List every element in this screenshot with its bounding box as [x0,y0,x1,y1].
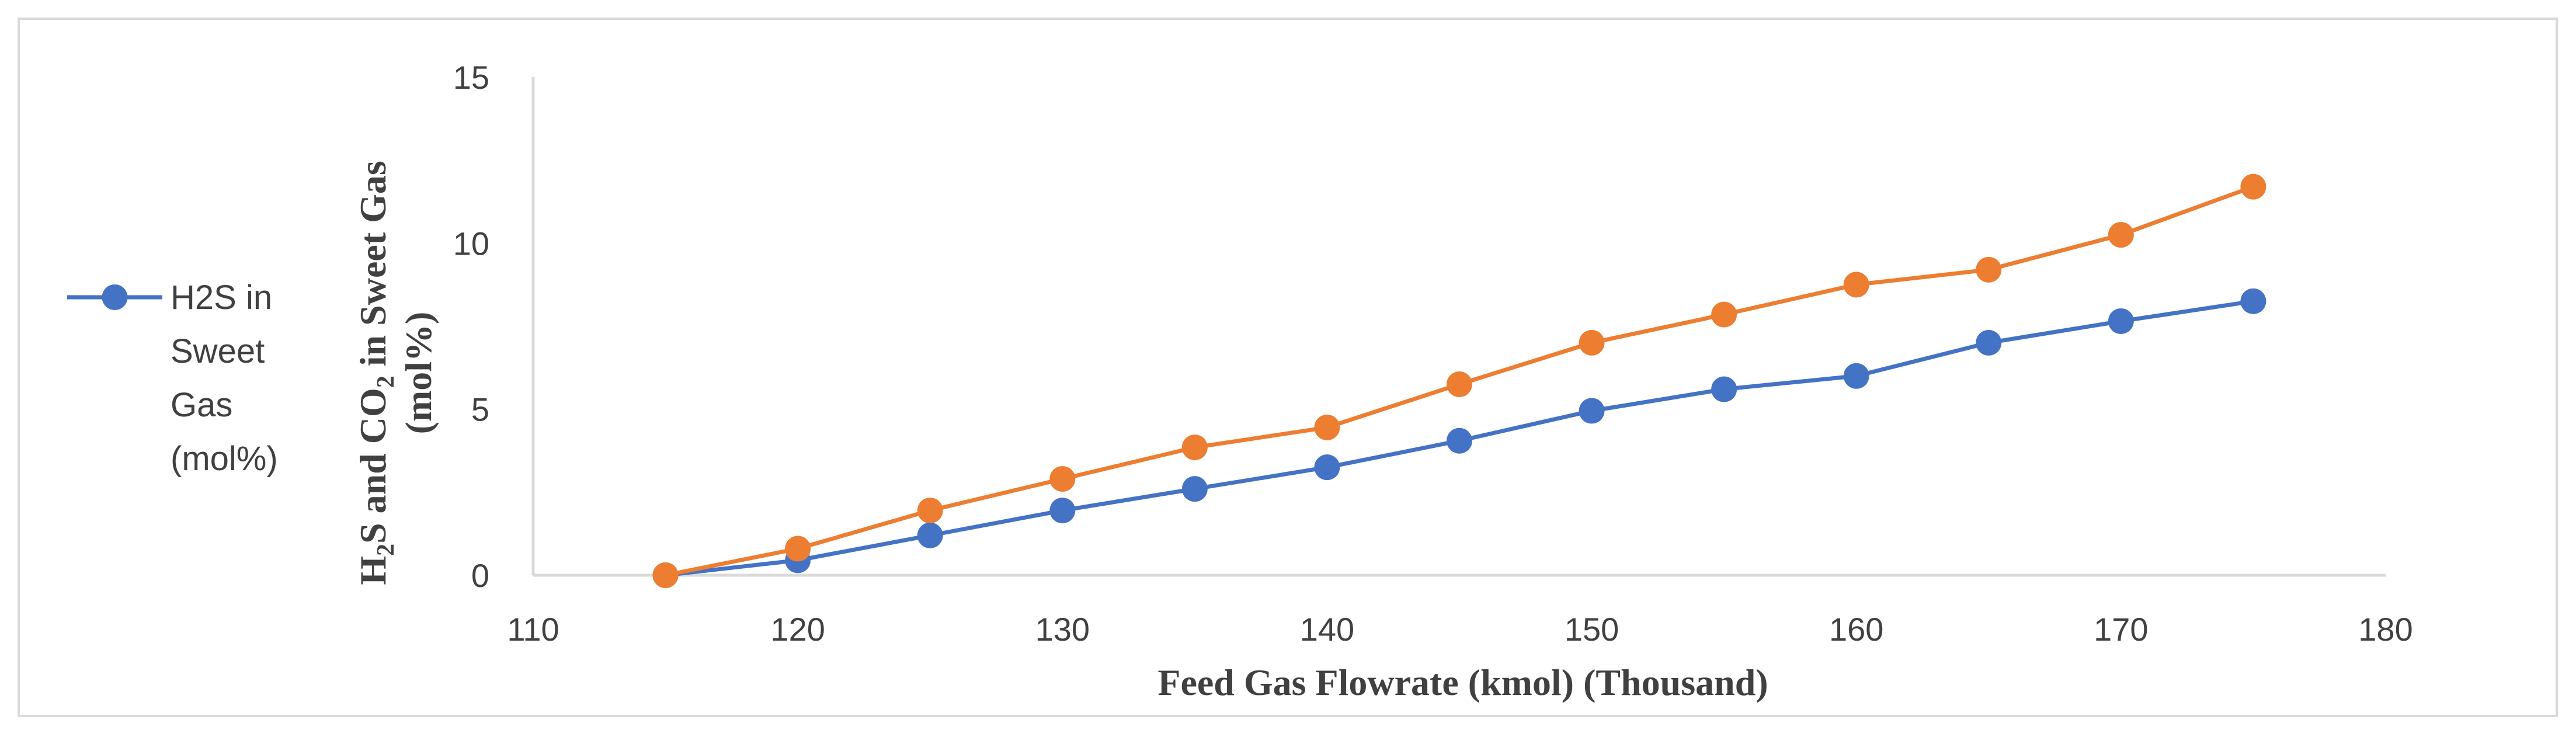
data-point [1181,476,1208,502]
series-2 [652,173,2266,588]
y-axis-title: H2S and CO2 in Sweet Gas [352,161,399,585]
x-tick-label: 130 [1035,611,1090,648]
series-1 [652,288,2266,588]
data-point [785,536,811,562]
series-layer [652,173,2266,588]
axes: 0 5 10 15 110 120 130 140 150 160 170 180 [453,59,2413,648]
x-tick-label: 150 [1565,611,1619,648]
legend-label: H2S in Sweet Gas (mol%) [171,279,278,478]
data-point [2108,308,2134,334]
data-point [2240,173,2266,200]
data-point [1314,414,1340,440]
y-tick-label: 10 [453,225,489,262]
x-tick-label: 170 [2094,611,2148,648]
x-axis-title: Feed Gas Flowrate (kmol) (Thousand) [1157,662,1768,703]
data-point [1843,272,1869,298]
data-point [2240,288,2266,314]
data-point [652,562,679,588]
data-point [1976,256,2002,283]
data-point [1579,329,1605,356]
axis-titles: Feed Gas Flowrate (kmol) (Thousand) H2S a… [352,161,1768,703]
data-point [1579,398,1605,424]
data-point [917,522,943,548]
data-point [1843,363,1869,389]
x-tick-label: 180 [2358,611,2412,648]
data-point [1447,371,1472,398]
data-point [1314,454,1340,481]
x-tick-label: 120 [770,611,825,648]
y-axis-title-unit: (mol%) [398,312,439,434]
x-tick-label: 110 [507,611,559,648]
x-tick-label: 140 [1300,611,1354,648]
legend: H2S in Sweet Gas (mol%) [67,279,278,478]
data-point [917,498,943,524]
x-tick-label: 160 [1829,611,1883,648]
data-point [2108,222,2134,248]
legend-marker [102,284,128,310]
chart-frame [18,18,2558,717]
data-point [1711,301,1737,328]
y-tick-label: 15 [453,59,489,96]
data-point [1181,434,1208,461]
data-point [1976,329,2002,356]
data-point [1447,427,1472,454]
y-tick-label: 0 [471,557,489,594]
data-point [1049,498,1076,524]
y-tick-label: 5 [471,391,489,428]
data-point [1711,376,1737,402]
data-point [1049,466,1076,492]
